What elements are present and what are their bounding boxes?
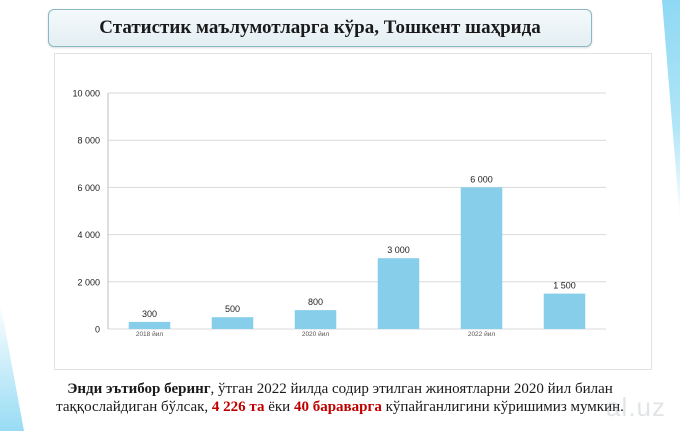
y-tick-label: 2 000	[77, 277, 100, 287]
data-label: 300	[142, 309, 157, 319]
data-label: 800	[308, 297, 323, 307]
footer-number-1: 4 226 та	[211, 399, 265, 415]
footer-part-4: кўпайганлигини кўришимиз мумкин.	[381, 399, 624, 415]
data-label: 500	[225, 304, 240, 314]
data-label: 3 000	[387, 245, 410, 255]
bar	[211, 317, 254, 329]
bar	[543, 293, 586, 329]
bar	[377, 258, 420, 329]
data-label: 6 000	[470, 174, 493, 184]
footer-line-1: Энди эътибор беринг, ўтган 2022 йилда со…	[0, 380, 680, 398]
x-tick-label: 2020 йил	[302, 330, 330, 338]
data-label: 1 500	[553, 281, 576, 291]
x-tick-label: 2018 йил	[136, 330, 164, 338]
footer-part-2: таққослайдиган бўлсак,	[56, 399, 212, 415]
footer-line-2: таққослайдиган бўлсак, 4 226 та ёки 40 б…	[0, 398, 680, 416]
watermark: al.uz	[606, 392, 666, 422]
footer-number-2: 40 бараварга	[293, 399, 382, 415]
bar	[460, 187, 503, 329]
y-tick-label: 10 000	[72, 89, 100, 99]
footer-emphasis: Энди эътибор беринг	[67, 381, 211, 397]
y-tick-label: 4 000	[77, 230, 100, 240]
page-title: Статистик маълумотларга кўра, Тошкент ша…	[99, 17, 541, 38]
title-box: Статистик маълумотларга кўра, Тошкент ша…	[48, 9, 592, 47]
y-tick-label: 0	[95, 325, 100, 335]
bar	[128, 321, 171, 329]
x-tick-label: 2022 йил	[468, 330, 496, 338]
bar	[294, 310, 337, 329]
footer-part-3: ёки	[264, 399, 294, 415]
footer-part-1: , ўтган 2022 йилда содир этилган жиноятл…	[210, 381, 613, 397]
y-tick-label: 6 000	[77, 183, 100, 193]
y-tick-label: 8 000	[77, 136, 100, 146]
bar-chart: 0 2 000 4 000 6 000 8 000 10 000 300 2018 йил 50…	[72, 89, 606, 338]
footer-text: Энди эътибор беринг, ўтган 2022 йилда со…	[0, 380, 680, 416]
